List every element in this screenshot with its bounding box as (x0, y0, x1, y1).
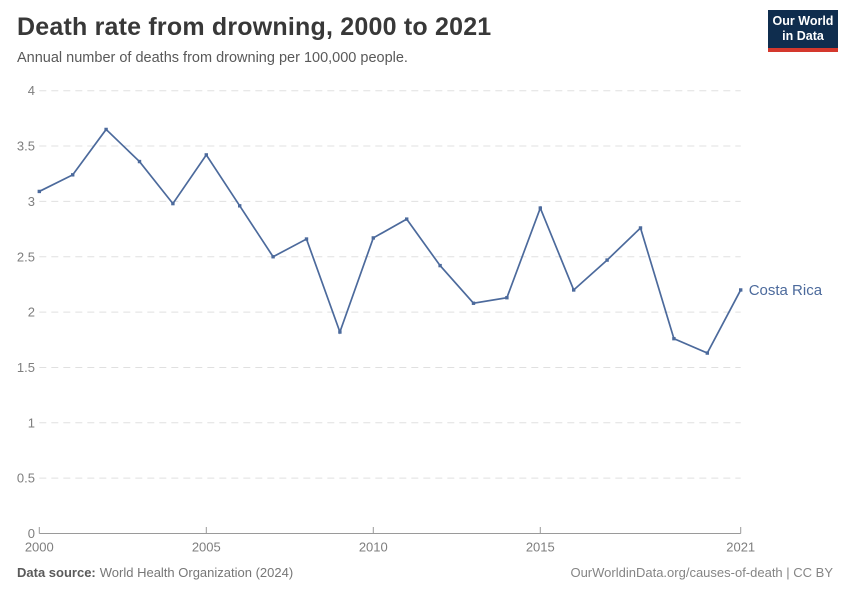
owid-logo[interactable]: Our World in Data (768, 10, 838, 52)
data-point (705, 351, 709, 355)
x-axis-tick-label: 2005 (192, 540, 221, 555)
y-axis-tick-label: 3 (28, 194, 35, 209)
y-axis-tick-label: 3.5 (17, 139, 35, 154)
owid-logo-line2: in Data (782, 29, 824, 43)
data-source-note: Data source: World Health Organization (2… (17, 565, 293, 580)
data-point (304, 237, 309, 241)
owid-logo-line1: Our World (772, 13, 834, 28)
series-line (38, 128, 742, 355)
data-point (739, 288, 743, 292)
data-point (505, 296, 509, 300)
data-source-text: World Health Organization (2024) (99, 565, 294, 580)
data-point (371, 236, 375, 240)
data-point (538, 206, 542, 210)
data-point (338, 330, 342, 334)
data-point (605, 258, 609, 262)
y-axis-tick-label: 2 (28, 305, 35, 320)
data-point (171, 201, 175, 206)
x-axis-tick-label: 2021 (726, 540, 755, 555)
y-axis-tick-label: 1 (28, 415, 35, 430)
data-point (405, 217, 409, 221)
data-point (572, 288, 576, 292)
page-subtitle: Annual number of deaths from drowning pe… (17, 50, 408, 66)
data-point (271, 255, 275, 259)
y-axis-tick-label: 0 (28, 526, 35, 541)
data-point (638, 226, 643, 230)
y-axis-tick-label: 4 (28, 83, 35, 98)
y-axis-tick-label: 0.5 (17, 471, 35, 486)
data-point (471, 301, 476, 305)
x-axis-tick-label: 2015 (526, 540, 555, 555)
series-end-label: Costa Rica (749, 282, 823, 299)
data-point (37, 189, 41, 194)
page-title: Death rate from drowning, 2000 to 2021 (17, 13, 492, 41)
data-point (672, 336, 676, 341)
x-axis-tick-label: 2000 (25, 540, 54, 555)
y-axis-tick-label: 2.5 (17, 249, 35, 264)
data-point (238, 204, 242, 208)
data-point (438, 263, 442, 268)
chart-footer: Data source: World Health Organization (2… (0, 565, 850, 580)
data-point (104, 127, 108, 132)
data-source-label: Data source: (17, 565, 96, 580)
data-point (71, 173, 75, 177)
data-point (137, 159, 142, 164)
y-axis-tick-label: 1.5 (17, 360, 35, 375)
license-link[interactable]: OurWorldinData.org/causes-of-death | CC … (570, 565, 833, 580)
data-point (204, 153, 208, 157)
x-axis-tick-label: 2010 (359, 540, 388, 555)
